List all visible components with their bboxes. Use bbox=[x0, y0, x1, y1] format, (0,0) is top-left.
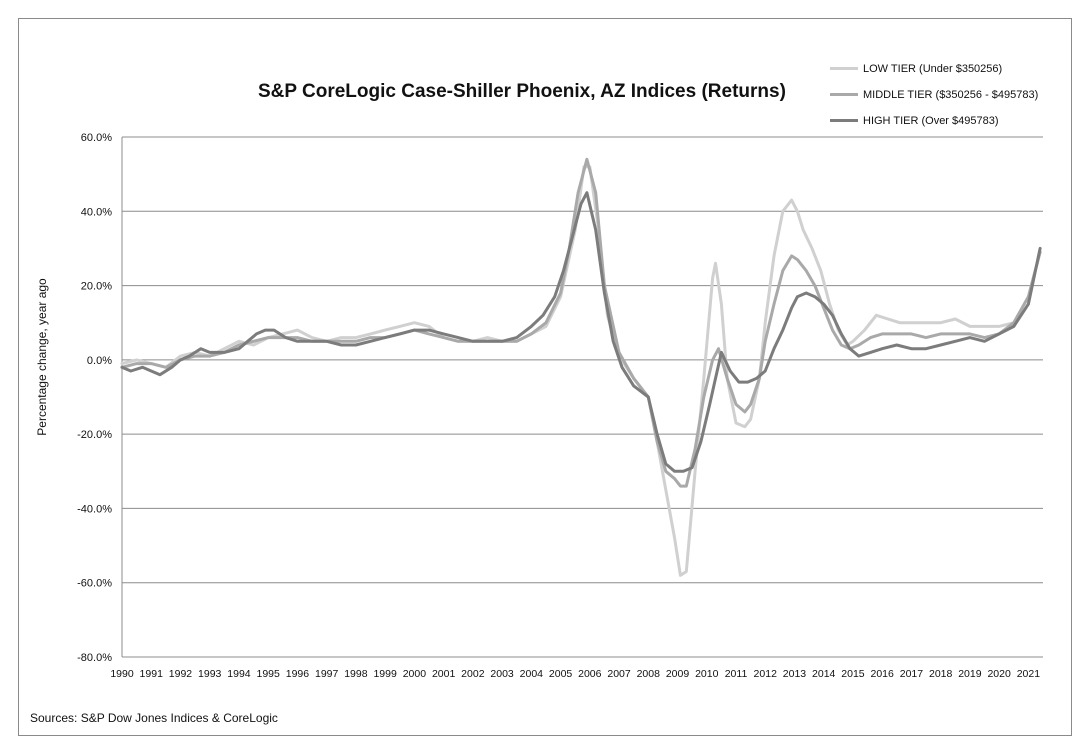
y-tick-label: -60.0% bbox=[77, 578, 112, 590]
legend-swatch-middle-tier bbox=[830, 93, 858, 96]
x-tick-label: 2017 bbox=[900, 668, 924, 680]
y-tick-label: -80.0% bbox=[77, 652, 112, 664]
y-tick-labels: 60.0% 40.0% 20.0% 0.0% -20.0% -40.0% -60.0% -80… bbox=[77, 132, 112, 664]
x-tick-label: 2008 bbox=[637, 668, 661, 680]
x-tick-label: 2021 bbox=[1017, 668, 1041, 680]
x-tick-label: 2004 bbox=[520, 668, 544, 680]
grid-lines bbox=[122, 136, 1043, 658]
x-tick-label: 2013 bbox=[783, 668, 807, 680]
chart-frame bbox=[18, 18, 1072, 736]
x-tick-label: 1997 bbox=[315, 668, 339, 680]
chart-title: S&P CoreLogic Case-Shiller Phoenix, AZ I… bbox=[258, 81, 786, 102]
x-tick-label: 2000 bbox=[403, 668, 427, 680]
legend-swatch-high-tier bbox=[830, 119, 858, 122]
y-tick-label: 20.0% bbox=[81, 281, 112, 293]
series-lines bbox=[120, 157, 1042, 577]
x-tick-label: 2006 bbox=[578, 668, 602, 680]
x-tick-label: 1992 bbox=[169, 668, 193, 680]
x-tick-label: 2020 bbox=[987, 668, 1011, 680]
legend-item-middle-tier: MIDDLE TIER ($350256 - $495783) bbox=[830, 88, 1038, 101]
x-tick-label: 1994 bbox=[227, 668, 251, 680]
y-tick-label: -20.0% bbox=[77, 429, 112, 441]
legend-label-high-tier: HIGH TIER (Over $495783) bbox=[863, 114, 999, 127]
x-tick-label: 1991 bbox=[140, 668, 164, 680]
legend-label-low-tier: LOW TIER (Under $350256) bbox=[863, 62, 1003, 75]
x-tick-label: 2016 bbox=[871, 668, 895, 680]
x-tick-label: 1990 bbox=[110, 668, 134, 680]
x-tick-label: 1995 bbox=[257, 668, 281, 680]
y-tick-label: 0.0% bbox=[87, 355, 112, 367]
y-tick-label: 60.0% bbox=[81, 132, 112, 144]
x-tick-label: 2011 bbox=[725, 668, 748, 680]
x-tick-label: 2003 bbox=[490, 668, 514, 680]
source-note: Sources: S&P Dow Jones Indices & CoreLog… bbox=[30, 711, 278, 725]
x-tick-label: 1998 bbox=[344, 668, 368, 680]
x-tick-label: 2012 bbox=[754, 668, 778, 680]
x-tick-label: 2007 bbox=[607, 668, 631, 680]
x-tick-label: 1999 bbox=[373, 668, 397, 680]
y-tick-label: -40.0% bbox=[77, 503, 112, 515]
legend: LOW TIER (Under $350256) MIDDLE TIER ($3… bbox=[830, 62, 1038, 140]
series-line-low-tier bbox=[120, 165, 1042, 577]
y-axis-label: Percentage change, year ago bbox=[35, 278, 49, 436]
x-tick-label: 1996 bbox=[286, 668, 310, 680]
x-tick-label: 1993 bbox=[198, 668, 222, 680]
legend-item-high-tier: HIGH TIER (Over $495783) bbox=[830, 114, 1038, 127]
x-tick-labels: 1990 1991 1992 1993 1994 1995 1996 1997 1998 1999… bbox=[110, 668, 1040, 680]
legend-swatch-low-tier bbox=[830, 67, 858, 70]
y-tick-label: 40.0% bbox=[81, 206, 112, 218]
x-tick-label: 2019 bbox=[958, 668, 982, 680]
x-tick-label: 2010 bbox=[695, 668, 719, 680]
x-tick-label: 2014 bbox=[812, 668, 836, 680]
x-tick-label: 2018 bbox=[929, 668, 953, 680]
x-tick-label: 2002 bbox=[461, 668, 485, 680]
x-tick-label: 2005 bbox=[549, 668, 573, 680]
x-tick-label: 2009 bbox=[666, 668, 690, 680]
x-tick-label: 2001 bbox=[432, 668, 456, 680]
x-tick-label: 2015 bbox=[841, 668, 865, 680]
legend-label-middle-tier: MIDDLE TIER ($350256 - $495783) bbox=[863, 88, 1039, 101]
legend-item-low-tier: LOW TIER (Under $350256) bbox=[830, 62, 1038, 75]
series-line-high-tier bbox=[120, 191, 1042, 473]
